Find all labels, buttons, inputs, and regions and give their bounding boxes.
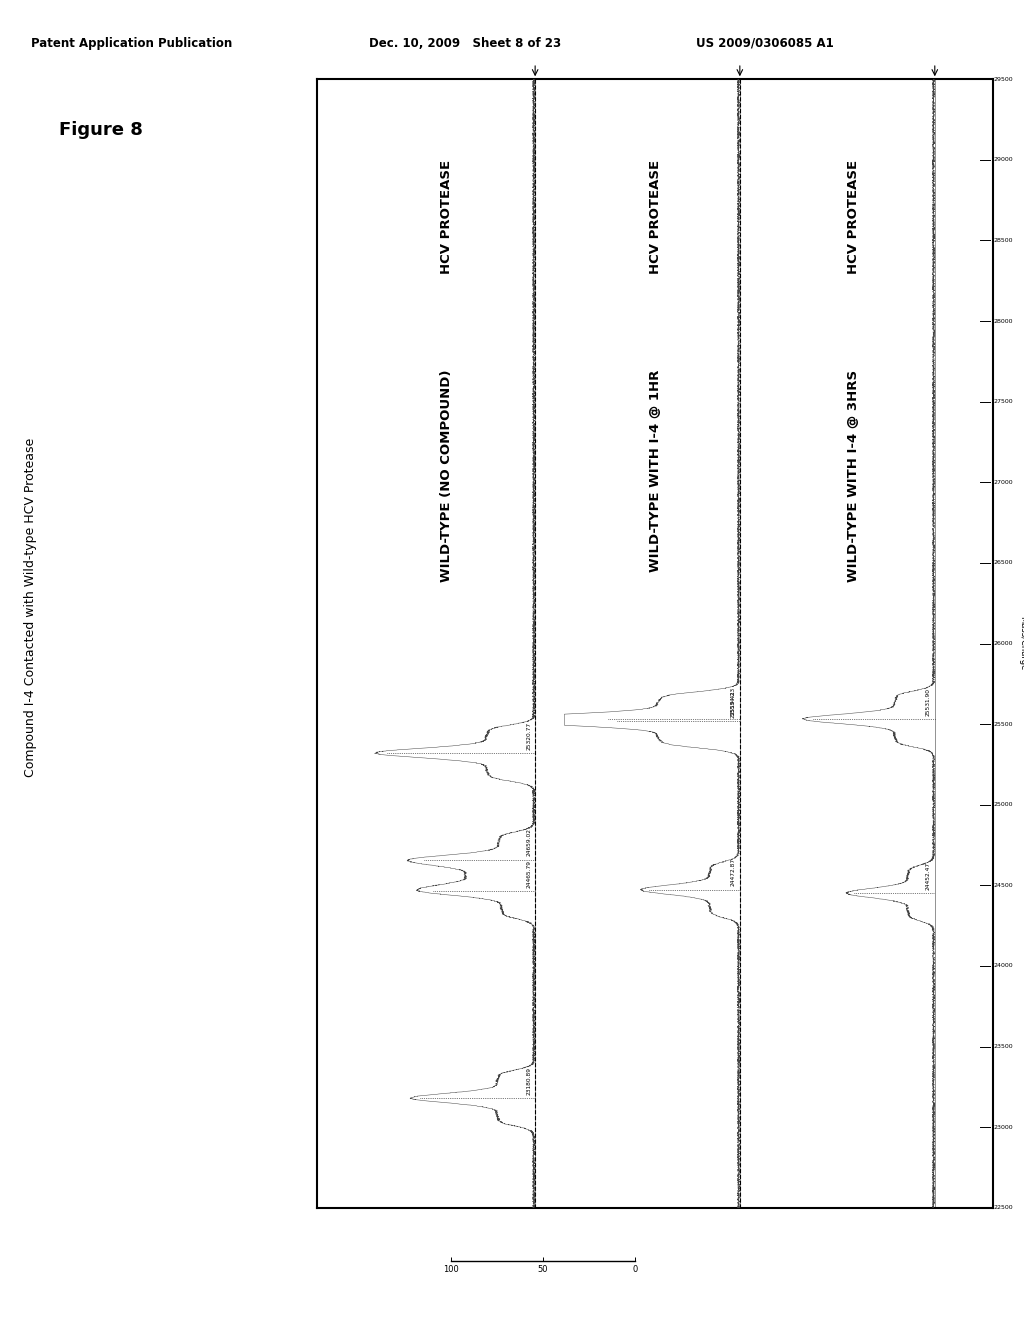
Text: WILD-TYPE WITH I-4 @ 1HR: WILD-TYPE WITH I-4 @ 1HR [649, 370, 663, 572]
Text: 25534.23: 25534.23 [731, 688, 736, 715]
Text: 29000: 29000 [993, 157, 1013, 162]
Text: 27500: 27500 [993, 399, 1013, 404]
Text: 23000: 23000 [993, 1125, 1013, 1130]
Text: Figure 8: Figure 8 [59, 121, 143, 140]
Text: HCV PROTEASE: HCV PROTEASE [649, 160, 663, 275]
Text: 24659.02: 24659.02 [526, 829, 531, 857]
Text: Dec. 10, 2009   Sheet 8 of 23: Dec. 10, 2009 Sheet 8 of 23 [369, 37, 561, 50]
Text: HCV PROTEASE: HCV PROTEASE [439, 160, 453, 275]
Text: 24000: 24000 [993, 964, 1013, 969]
Text: Compound I-4 Contacted with Wild-type HCV Protease: Compound I-4 Contacted with Wild-type HC… [25, 437, 37, 777]
Text: 24465.79: 24465.79 [526, 859, 531, 887]
Text: Mass/Charge: Mass/Charge [1018, 616, 1024, 671]
Text: US 2009/0306085 A1: US 2009/0306085 A1 [696, 37, 835, 50]
Text: 25500: 25500 [993, 722, 1013, 726]
Text: 22500: 22500 [993, 1205, 1013, 1210]
Text: HCV PROTEASE: HCV PROTEASE [847, 160, 860, 275]
Text: 25000: 25000 [993, 803, 1013, 808]
Text: 25320.77: 25320.77 [526, 722, 531, 750]
Text: 23180.89: 23180.89 [526, 1067, 531, 1094]
Text: 23500: 23500 [993, 1044, 1013, 1049]
Text: 27000: 27000 [993, 479, 1013, 484]
Text: 25531.90: 25531.90 [926, 688, 931, 715]
Text: 24452.47: 24452.47 [926, 862, 931, 890]
Text: WILD-TYPE (NO COMPOUND): WILD-TYPE (NO COMPOUND) [439, 370, 453, 582]
Text: 24472.87: 24472.87 [731, 858, 736, 887]
Text: 24500: 24500 [993, 883, 1013, 888]
Text: 25519.41: 25519.41 [731, 690, 736, 718]
Text: Patent Application Publication: Patent Application Publication [31, 37, 232, 50]
Text: 28500: 28500 [993, 238, 1013, 243]
Text: 26500: 26500 [993, 561, 1013, 565]
Text: 29500: 29500 [993, 77, 1013, 82]
Text: 28000: 28000 [993, 318, 1013, 323]
Text: WILD-TYPE WITH I-4 @ 3HRS: WILD-TYPE WITH I-4 @ 3HRS [847, 370, 860, 582]
Text: 26000: 26000 [993, 642, 1013, 645]
